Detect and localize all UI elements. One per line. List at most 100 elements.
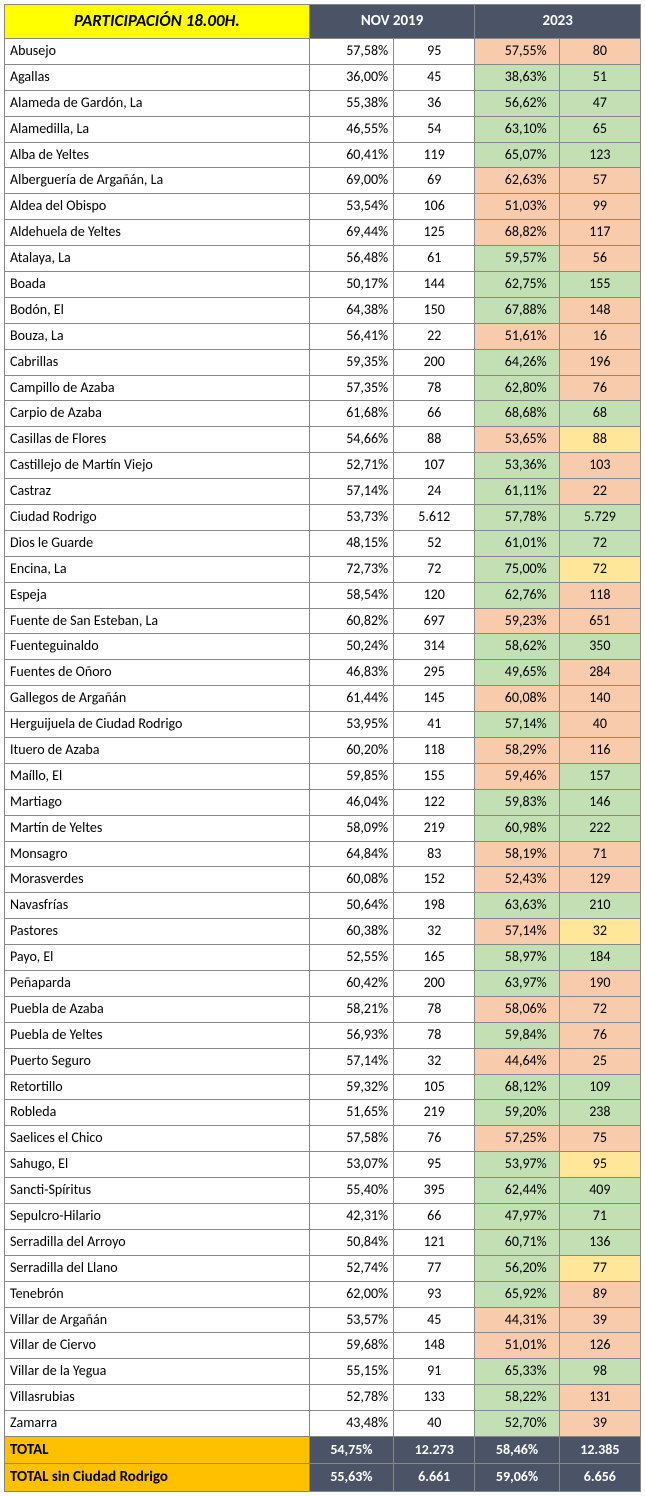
y2023-pct: 68,12%	[475, 1074, 559, 1100]
y2023-count: 98	[559, 1359, 640, 1385]
nov2019-count: 121	[394, 1229, 475, 1255]
nov2019-pct: 60,41%	[309, 142, 393, 168]
y2023-count: 32	[559, 919, 640, 945]
y2023-count: 190	[559, 971, 640, 997]
nov2019-pct: 59,68%	[309, 1333, 393, 1359]
y2023-count: 99	[559, 194, 640, 220]
nov2019-pct: 57,14%	[309, 479, 393, 505]
total-label: TOTAL	[5, 1437, 310, 1464]
nov2019-count: 66	[394, 1204, 475, 1230]
y2023-count: 39	[559, 1307, 640, 1333]
nov2019-pct: 64,84%	[309, 841, 393, 867]
nov2019-count: 88	[394, 427, 475, 453]
nov2019-count: 155	[394, 763, 475, 789]
municipality-name: Dios le Guarde	[5, 530, 310, 556]
table-row: Peñaparda60,42%20063,97%190	[5, 971, 641, 997]
table-row: Alberguería de Argañán, La69,00%6962,63%…	[5, 168, 641, 194]
municipality-name: Espeja	[5, 582, 310, 608]
y2023-pct: 60,98%	[475, 815, 559, 841]
municipality-name: Campillo de Azaba	[5, 375, 310, 401]
nov2019-count: 66	[394, 401, 475, 427]
y2023-pct: 38,63%	[475, 64, 559, 90]
nov2019-count: 119	[394, 142, 475, 168]
nov2019-pct: 56,41%	[309, 323, 393, 349]
table-row: Castraz57,14%2461,11%22	[5, 479, 641, 505]
nov2019-count: 32	[394, 919, 475, 945]
municipality-name: Retortillo	[5, 1074, 310, 1100]
table-row: Sahugo, El53,07%9553,97%95	[5, 1152, 641, 1178]
y2023-count: 210	[559, 893, 640, 919]
y2023-pct: 60,71%	[475, 1229, 559, 1255]
table-row: Villasrubias52,78%13358,22%131	[5, 1385, 641, 1411]
y2023-count: 22	[559, 479, 640, 505]
total-nov-count: 6.661	[394, 1464, 475, 1491]
y2023-pct: 58,97%	[475, 945, 559, 971]
municipality-name: Herguijuela de Ciudad Rodrigo	[5, 712, 310, 738]
table-row: Castillejo de Martín Viejo52,71%10753,36…	[5, 453, 641, 479]
table-row: Atalaya, La56,48%6159,57%56	[5, 246, 641, 272]
y2023-count: 116	[559, 737, 640, 763]
y2023-pct: 59,20%	[475, 1100, 559, 1126]
nov2019-count: 78	[394, 1022, 475, 1048]
municipality-name: Navasfrías	[5, 893, 310, 919]
nov2019-count: 76	[394, 1126, 475, 1152]
municipality-name: Morasverdes	[5, 867, 310, 893]
y2023-pct: 53,65%	[475, 427, 559, 453]
municipality-name: Villasrubias	[5, 1385, 310, 1411]
nov2019-count: 83	[394, 841, 475, 867]
municipality-name: Villar de la Yegua	[5, 1359, 310, 1385]
nov2019-pct: 53,57%	[309, 1307, 393, 1333]
y2023-count: 72	[559, 530, 640, 556]
total-2023-count: 6.656	[559, 1464, 640, 1491]
nov2019-count: 219	[394, 815, 475, 841]
y2023-pct: 59,57%	[475, 246, 559, 272]
municipality-name: Abusejo	[5, 38, 310, 64]
y2023-pct: 57,78%	[475, 504, 559, 530]
y2023-count: 68	[559, 401, 640, 427]
municipality-name: Villar de Ciervo	[5, 1333, 310, 1359]
nov2019-pct: 51,65%	[309, 1100, 393, 1126]
municipality-name: Aldea del Obispo	[5, 194, 310, 220]
nov2019-pct: 52,78%	[309, 1385, 393, 1411]
y2023-pct: 44,31%	[475, 1307, 559, 1333]
municipality-name: Bodón, El	[5, 297, 310, 323]
municipality-name: Pastores	[5, 919, 310, 945]
total-nov-pct: 55,63%	[309, 1464, 393, 1491]
total-2023-pct: 58,46%	[475, 1437, 559, 1464]
nov2019-pct: 48,15%	[309, 530, 393, 556]
table-row: Navasfrías50,64%19863,63%210	[5, 893, 641, 919]
nov2019-count: 72	[394, 556, 475, 582]
municipality-name: Puebla de Yeltes	[5, 1022, 310, 1048]
nov2019-count: 148	[394, 1333, 475, 1359]
y2023-pct: 65,92%	[475, 1281, 559, 1307]
y2023-pct: 53,97%	[475, 1152, 559, 1178]
nov2019-pct: 59,35%	[309, 349, 393, 375]
y2023-pct: 62,63%	[475, 168, 559, 194]
nov2019-count: 200	[394, 349, 475, 375]
municipality-name: Alameda de Gardón, La	[5, 90, 310, 116]
nov2019-count: 32	[394, 1048, 475, 1074]
y2023-count: 109	[559, 1074, 640, 1100]
nov2019-pct: 60,38%	[309, 919, 393, 945]
municipality-name: Martín de Yeltes	[5, 815, 310, 841]
nov2019-count: 165	[394, 945, 475, 971]
y2023-count: 80	[559, 38, 640, 64]
table-row: Fuenteguinaldo50,24%31458,62%350	[5, 634, 641, 660]
y2023-count: 57	[559, 168, 640, 194]
nov2019-pct: 69,44%	[309, 220, 393, 246]
nov2019-count: 125	[394, 220, 475, 246]
municipality-name: Saelices el Chico	[5, 1126, 310, 1152]
nov2019-count: 118	[394, 737, 475, 763]
y2023-pct: 49,65%	[475, 660, 559, 686]
table-row: Gallegos de Argañán61,44%14560,08%140	[5, 686, 641, 712]
municipality-name: Boada	[5, 271, 310, 297]
table-row: Villar de la Yegua55,15%9165,33%98	[5, 1359, 641, 1385]
nov2019-count: 395	[394, 1178, 475, 1204]
nov2019-count: 122	[394, 789, 475, 815]
y2023-count: 196	[559, 349, 640, 375]
total-2023-pct: 59,06%	[475, 1464, 559, 1491]
nov2019-pct: 46,83%	[309, 660, 393, 686]
nov2019-pct: 55,40%	[309, 1178, 393, 1204]
nov2019-pct: 50,84%	[309, 1229, 393, 1255]
nov2019-pct: 60,20%	[309, 737, 393, 763]
